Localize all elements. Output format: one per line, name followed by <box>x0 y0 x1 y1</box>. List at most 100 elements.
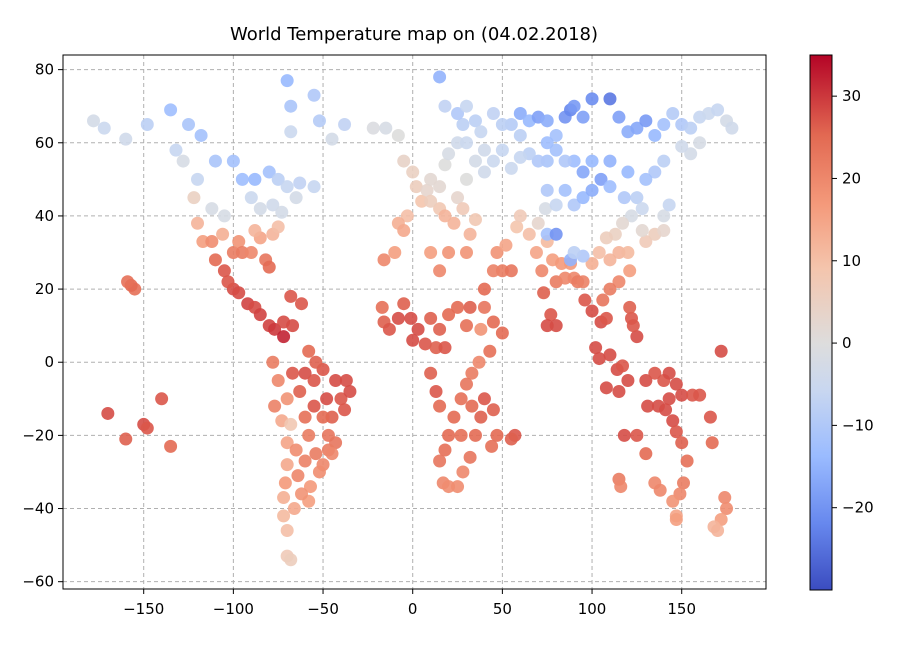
y-tick-label: 20 <box>35 280 54 298</box>
x-tick-label: 50 <box>493 600 512 618</box>
temperature-point <box>504 117 518 131</box>
temperature-point <box>585 154 599 168</box>
temperature-point <box>504 432 518 446</box>
temperature-point <box>176 154 190 168</box>
temperature-point <box>585 256 599 270</box>
temperature-point <box>639 447 653 461</box>
temperature-point <box>460 246 474 260</box>
temperature-point <box>603 282 617 296</box>
temperature-point <box>298 410 312 424</box>
colorbar-tick-label: 0 <box>842 334 852 352</box>
temperature-point <box>614 480 628 494</box>
temperature-point <box>648 165 662 179</box>
temperature-point <box>334 392 348 406</box>
temperature-point <box>677 476 691 490</box>
temperature-point <box>397 154 411 168</box>
temperature-point <box>599 381 613 395</box>
temperature-point <box>216 227 230 241</box>
temperature-point <box>86 114 100 128</box>
temperature-point <box>490 246 504 260</box>
x-tick-label: −50 <box>307 600 339 618</box>
temperature-point <box>375 300 389 314</box>
temperature-point <box>474 125 488 139</box>
temperature-point <box>567 99 581 113</box>
temperature-point <box>298 454 312 468</box>
temperature-point <box>406 165 420 179</box>
temperature-point <box>415 194 429 208</box>
temperature-point <box>400 209 414 223</box>
y-tick-label: 40 <box>35 207 54 225</box>
temperature-point <box>420 183 434 197</box>
temperature-point <box>433 454 447 468</box>
temperature-point <box>596 293 610 307</box>
temperature-point <box>447 410 461 424</box>
temperature-point <box>187 191 201 205</box>
plot-area <box>62 54 767 590</box>
temperature-point <box>248 224 262 238</box>
temperature-point <box>429 341 443 355</box>
temperature-point <box>465 366 479 380</box>
temperature-point <box>271 374 285 388</box>
temperature-point <box>302 428 316 442</box>
temperature-point <box>307 88 321 102</box>
temperature-point <box>217 209 231 223</box>
temperature-point <box>648 128 662 142</box>
temperature-point <box>438 443 452 457</box>
temperature-point <box>164 103 178 117</box>
temperature-point <box>474 322 488 336</box>
temperature-point <box>576 275 590 289</box>
temperature-point <box>424 246 438 260</box>
temperature-point <box>277 491 291 505</box>
temperature-point <box>495 326 509 340</box>
temperature-point <box>409 180 423 194</box>
temperature-point <box>169 143 183 157</box>
temperature-point <box>119 132 133 146</box>
temperature-point <box>442 480 456 494</box>
temperature-point <box>280 74 294 88</box>
temperature-point <box>280 523 294 537</box>
temperature-point <box>544 308 558 322</box>
temperature-point <box>253 308 267 322</box>
temperature-point <box>451 136 465 150</box>
temperature-point <box>612 246 626 260</box>
temperature-point <box>720 502 734 516</box>
temperature-point <box>205 235 219 249</box>
temperature-point <box>424 194 438 208</box>
temperature-point <box>675 139 689 153</box>
temperature-point <box>277 509 291 523</box>
temperature-point <box>621 246 635 260</box>
temperature-point <box>639 374 653 388</box>
temperature-point <box>268 322 282 336</box>
temperature-point <box>433 180 447 194</box>
y-tick-label: 0 <box>44 353 54 371</box>
temperature-point <box>513 209 527 223</box>
temperature-point <box>657 117 671 131</box>
temperature-point <box>226 154 240 168</box>
temperature-point <box>397 224 411 238</box>
temperature-point <box>320 392 334 406</box>
temperature-point <box>630 428 644 442</box>
temperature-point <box>454 428 468 442</box>
temperature-point <box>662 392 676 406</box>
temperature-point <box>307 374 321 388</box>
temperature-point <box>666 107 680 121</box>
temperature-point <box>675 436 689 450</box>
temperature-point <box>504 161 518 175</box>
colorbar-tick-label: 20 <box>842 169 861 187</box>
temperature-point <box>289 443 303 457</box>
temperature-point <box>693 136 707 150</box>
temperature-point <box>424 366 438 380</box>
temperature-point <box>576 110 590 124</box>
temperature-point <box>468 213 482 227</box>
y-tick-label: −40 <box>22 500 54 518</box>
temperature-point <box>537 286 551 300</box>
temperature-point <box>433 399 447 413</box>
temperature-point <box>438 341 452 355</box>
temperature-point <box>293 384 307 398</box>
temperature-point <box>298 366 312 380</box>
temperature-point <box>101 406 115 420</box>
colorbar-tick-label: 30 <box>842 87 861 105</box>
temperature-point <box>567 154 581 168</box>
temperature-point <box>495 143 509 157</box>
